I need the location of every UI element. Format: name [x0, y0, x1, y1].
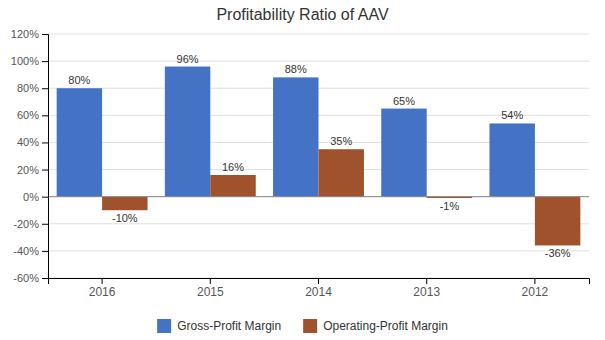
y-tick-label: 0%: [23, 191, 39, 203]
y-tick-mark: [42, 278, 48, 279]
bar: [57, 88, 102, 196]
y-tick: 100%: [11, 55, 48, 67]
x-tick: 2014: [305, 278, 332, 299]
x-tick-label: 2014: [305, 285, 332, 299]
y-tick: 60%: [17, 109, 48, 121]
bar: [535, 197, 580, 246]
x-tick-label: 2015: [197, 285, 224, 299]
bars: [57, 67, 581, 246]
x-tick-label: 2013: [413, 285, 440, 299]
x-tick-mark: [426, 278, 427, 284]
data-labels: 80% 96% 88% 65% 54% -10% 16% 35% -1% -36%: [68, 53, 570, 260]
y-tick-mark: [42, 224, 48, 225]
title: Profitability Ratio of AAV: [216, 6, 389, 23]
y-tick: 40%: [17, 136, 48, 148]
y-axis-line: [42, 35, 49, 279]
x-tick: 2013: [413, 278, 440, 299]
y-tick-mark: [42, 170, 48, 171]
data-label: 96%: [177, 53, 199, 65]
y-tick: 80%: [17, 82, 48, 94]
grid: [48, 34, 589, 278]
y-tick-label: 60%: [17, 109, 39, 121]
bar: [210, 175, 255, 197]
y-tick: -20%: [13, 218, 48, 230]
legend-item: Gross-Profit Margin: [157, 319, 281, 333]
x-tick-mark: [102, 278, 103, 284]
bar: [489, 123, 534, 196]
grid-line: [48, 61, 589, 62]
y-tick-label: 20%: [17, 164, 39, 176]
data-label: -1%: [440, 200, 460, 212]
chart: Profitability Ratio of AAV -60% -40% -20% 0%…: [0, 0, 605, 340]
bar: [319, 149, 364, 196]
data-label: 88%: [285, 63, 307, 75]
bar: [102, 197, 147, 211]
y-tick-label: 120%: [11, 28, 39, 40]
legend-label: Operating-Profit Margin: [323, 319, 448, 333]
x-tick: 2016: [89, 278, 116, 299]
y-tick-mark: [42, 251, 48, 252]
y-tick-mark: [42, 115, 48, 116]
y-tick-label: -40%: [13, 245, 39, 257]
y-tick: 0%: [23, 191, 48, 203]
grid-line: [48, 196, 589, 197]
x-tick-label: 2016: [89, 285, 116, 299]
x-tick: 2012: [522, 278, 549, 299]
x-tick-mark: [318, 278, 319, 284]
plot: -60%-40%-20%0%20%40%60%80%100%120%201620…: [11, 28, 590, 299]
y-tick: -60%: [13, 272, 48, 284]
data-label: -36%: [545, 247, 571, 259]
y-tick-label: 100%: [11, 55, 39, 67]
y-tick-mark: [42, 142, 48, 143]
x-axis-line: [49, 279, 590, 285]
y-tick-label: -20%: [13, 218, 39, 230]
y-axis: -60% -40% -20% 0% 20% 40% 60% 80% 100% 120%: [11, 28, 49, 284]
legend-item: Operating-Profit Margin: [303, 319, 448, 333]
bar: [381, 109, 426, 197]
legend-swatch: [157, 319, 171, 333]
y-tick-mark: [42, 197, 48, 198]
legend-swatch: [303, 319, 317, 333]
y-tick-mark: [42, 88, 48, 89]
data-label: -10%: [112, 212, 138, 224]
y-tick-mark: [42, 61, 48, 62]
y-tick-label: 40%: [17, 136, 39, 148]
data-label: 80%: [68, 74, 90, 86]
x-tick-mark: [210, 278, 211, 284]
y-tick: 120%: [11, 28, 48, 40]
y-tick-label: -60%: [13, 272, 39, 284]
data-label: 54%: [501, 109, 523, 121]
x-tick: 2015: [197, 278, 224, 299]
legend: Gross-Profit Margin Operating-Profit Marg…: [157, 319, 448, 333]
zero-line: [48, 196, 589, 197]
y-tick-mark: [42, 34, 48, 35]
y-tick: 20%: [17, 164, 48, 176]
bar: [273, 77, 318, 196]
y-tick-label: 80%: [17, 82, 39, 94]
y-tick: -40%: [13, 245, 48, 257]
bar: [165, 67, 210, 197]
x-tick-mark: [534, 278, 535, 284]
grid-line: [48, 34, 589, 35]
x-tick-label: 2012: [522, 285, 549, 299]
bar-series: [102, 149, 580, 245]
data-label: 65%: [393, 95, 415, 107]
data-label: 16%: [222, 161, 244, 173]
data-label: 35%: [330, 135, 352, 147]
grid-line: [48, 250, 589, 251]
legend-label: Gross-Profit Margin: [177, 319, 281, 333]
bar-series: [57, 67, 535, 197]
x-axis: 2016 2015 2014 2013 2012: [49, 278, 590, 299]
